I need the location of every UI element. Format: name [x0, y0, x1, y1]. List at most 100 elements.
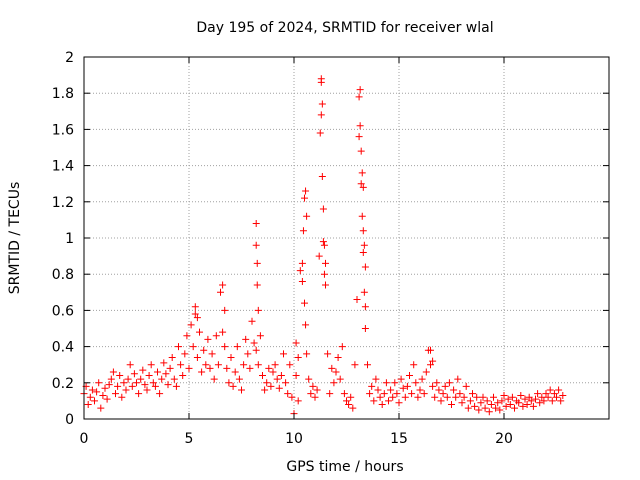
- data-point: [284, 390, 292, 398]
- data-point: [532, 395, 539, 403]
- data-point: [302, 321, 310, 329]
- data-point: [360, 241, 368, 249]
- data-point: [101, 384, 109, 392]
- data-point: [317, 75, 325, 83]
- data-point: [259, 372, 266, 380]
- data-point: [145, 372, 153, 380]
- data-point: [156, 390, 164, 398]
- data-point: [168, 353, 176, 361]
- data-point: [418, 375, 426, 383]
- data-point: [191, 303, 199, 311]
- data-point: [319, 238, 327, 246]
- data-point: [99, 391, 107, 399]
- x-tick-label: 0: [80, 431, 89, 447]
- data-point: [517, 391, 525, 399]
- data-point: [212, 332, 220, 340]
- data-point: [204, 335, 212, 343]
- data-point: [286, 361, 294, 369]
- data-point: [107, 375, 115, 383]
- data-point: [443, 393, 451, 401]
- data-point: [435, 386, 443, 394]
- data-point: [553, 393, 560, 401]
- data-point: [473, 393, 481, 401]
- data-point: [466, 397, 474, 405]
- y-tick-label: 1.4: [52, 159, 74, 175]
- data-point: [294, 397, 302, 405]
- data-point: [97, 404, 105, 412]
- data-point: [353, 296, 361, 304]
- data-point: [492, 404, 500, 412]
- data-point: [299, 227, 307, 235]
- data-point: [500, 391, 508, 399]
- data-point: [233, 343, 241, 351]
- data-point: [403, 382, 411, 390]
- y-tick-label: 1.8: [52, 86, 74, 102]
- data-point: [223, 364, 231, 372]
- data-point: [242, 335, 250, 343]
- data-point: [130, 370, 138, 378]
- data-point: [227, 353, 235, 361]
- grid-lines: [84, 57, 609, 419]
- data-point: [225, 379, 233, 387]
- data-point: [378, 401, 386, 409]
- data-point: [357, 180, 365, 188]
- data-point: [431, 393, 439, 401]
- data-point: [356, 86, 364, 94]
- data-point: [359, 248, 367, 256]
- data-point: [139, 366, 147, 374]
- data-point: [540, 397, 548, 405]
- data-point: [149, 379, 157, 387]
- data-point: [254, 306, 262, 314]
- data-point: [521, 395, 529, 403]
- data-point: [303, 350, 311, 358]
- data-point: [397, 375, 405, 383]
- data-point: [322, 259, 329, 267]
- data-point: [544, 393, 552, 401]
- y-tick-label: 0.4: [52, 340, 74, 356]
- data-point: [118, 393, 126, 401]
- data-point: [296, 267, 304, 275]
- data-point: [219, 328, 227, 336]
- data-point: [494, 399, 502, 407]
- data-point: [238, 386, 245, 394]
- data-point: [128, 382, 136, 390]
- data-point: [177, 361, 185, 369]
- data-point: [366, 390, 374, 398]
- data-point: [340, 390, 348, 398]
- data-point: [368, 382, 376, 390]
- y-tick-label: 1: [65, 231, 74, 247]
- data-point: [202, 361, 210, 369]
- data-point: [229, 382, 237, 390]
- data-point: [307, 390, 315, 398]
- y-axis-label: SRMTID / TECUs: [7, 182, 23, 295]
- data-point: [124, 375, 132, 383]
- data-point: [343, 397, 350, 405]
- data-point: [206, 364, 214, 372]
- data-point: [508, 393, 516, 401]
- data-point: [166, 364, 174, 372]
- data-point: [359, 183, 367, 191]
- data-point: [231, 368, 239, 376]
- data-point: [210, 375, 218, 383]
- data-point: [519, 402, 527, 410]
- y-tick-label: 0: [65, 412, 74, 428]
- data-point: [86, 393, 94, 401]
- data-point: [217, 288, 224, 296]
- data-point: [301, 194, 308, 202]
- data-point: [477, 399, 485, 407]
- data-point: [253, 259, 261, 267]
- data-point: [214, 361, 222, 369]
- data-point: [557, 397, 565, 405]
- data-point: [275, 384, 283, 392]
- data-point: [273, 375, 281, 383]
- x-tick-label: 15: [390, 431, 408, 447]
- data-point: [347, 393, 355, 401]
- data-point: [328, 364, 336, 372]
- data-point: [114, 382, 122, 390]
- data-point: [158, 375, 166, 383]
- data-point: [322, 281, 329, 289]
- data-point: [256, 332, 264, 340]
- data-point: [208, 350, 216, 358]
- data-point: [252, 241, 260, 249]
- data-point: [95, 379, 103, 387]
